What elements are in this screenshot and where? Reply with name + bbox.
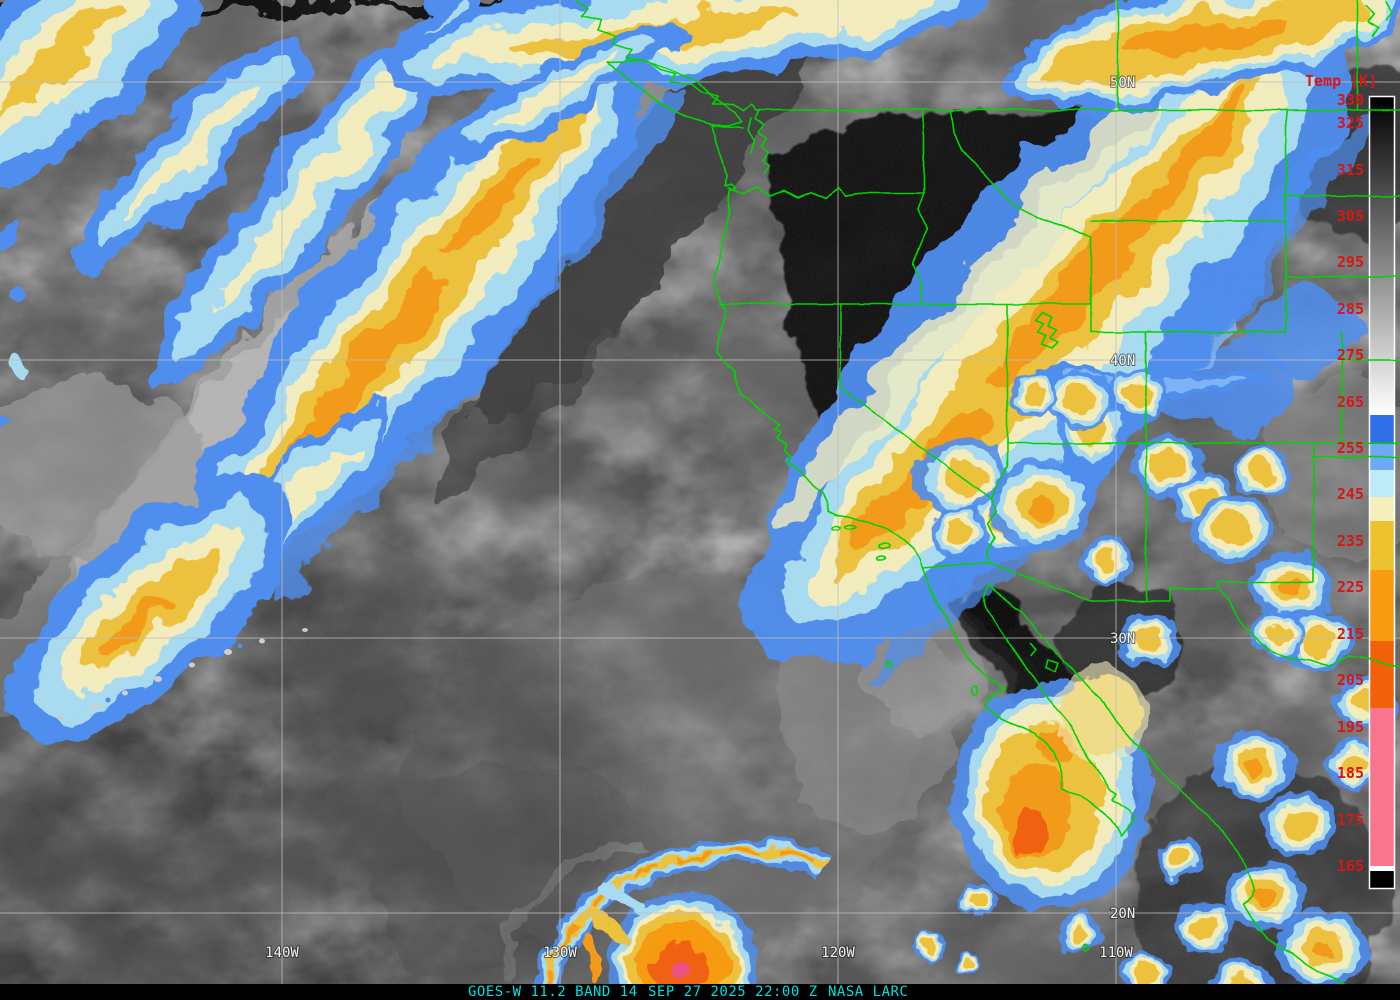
colorbar-band bbox=[1370, 708, 1394, 866]
colorbar-tick-label: 275 bbox=[1337, 346, 1364, 364]
islands bbox=[831, 524, 1090, 952]
temperature-colorbar bbox=[1368, 95, 1396, 890]
latlon-grid-labels: 50N 40N 30N 20N 140W 130W 120W 110W bbox=[264, 74, 1136, 962]
colorbar-frame bbox=[1368, 95, 1396, 890]
map-boundaries bbox=[575, 0, 1400, 984]
colorbar-tick-label: 185 bbox=[1337, 764, 1364, 782]
longitude-label: 130W bbox=[543, 945, 577, 961]
puget-sound-outline bbox=[711, 109, 771, 175]
colorbar-band bbox=[1370, 521, 1394, 570]
product-label: GOES-W 11.2 BAND 14 bbox=[468, 984, 638, 1000]
wa-or-border bbox=[727, 187, 925, 199]
nv-az-border bbox=[990, 442, 1008, 500]
latitude-label: 20N bbox=[1110, 906, 1135, 922]
longitude-label: 120W bbox=[821, 945, 855, 961]
colorbar-tick-labels: 330 325 315 305 295 285 275 265 255 245 235 225 215 2… bbox=[1337, 91, 1364, 875]
vancouver-island-outline bbox=[606, 60, 743, 127]
colorbar-tick-label: 330 bbox=[1337, 91, 1364, 109]
colorbar-tick-label: 315 bbox=[1337, 161, 1364, 179]
ca-nv-border bbox=[840, 303, 997, 563]
colorbar-tick-label: 285 bbox=[1337, 300, 1364, 318]
colorbar-tick-label: 305 bbox=[1337, 207, 1364, 225]
longitude-label: 140W bbox=[265, 945, 299, 961]
colorbar-tick-label: 205 bbox=[1337, 671, 1364, 689]
us-mexico-border bbox=[921, 561, 1400, 668]
caption-bar: GOES-W 11.2 BAND 14 SEP 27 2025 22:00 Z … bbox=[0, 984, 1400, 1000]
colorbar-tick-label: 175 bbox=[1337, 811, 1364, 829]
colorbar-band bbox=[1370, 641, 1394, 708]
latitude-label: 30N bbox=[1110, 631, 1135, 647]
colorbar-band bbox=[1370, 570, 1394, 641]
baja-mexico-coastline bbox=[921, 567, 1347, 984]
pacific-coastline bbox=[711, 124, 923, 569]
or-id-border bbox=[912, 192, 928, 305]
longitude-label: 110W bbox=[1099, 945, 1133, 961]
colorbar-tick-label: 325 bbox=[1337, 114, 1364, 132]
colorbar-tick-label: 255 bbox=[1337, 439, 1364, 457]
colorbar-band bbox=[1370, 97, 1394, 415]
temperature-scale-labels: Temp [K] 330 325 315 305 295 285 275 265 255 245 2… bbox=[1305, 72, 1377, 875]
id-mt-border bbox=[950, 109, 1092, 238]
colorbar-band bbox=[1370, 866, 1394, 871]
colorbar-band bbox=[1370, 497, 1394, 521]
colorbar-tick-label: 245 bbox=[1337, 485, 1364, 503]
colorbar-tick-label: 295 bbox=[1337, 253, 1364, 271]
colorbar-tick-label: 215 bbox=[1337, 625, 1364, 643]
canada-lakes bbox=[1365, 1, 1393, 37]
colorbar-tick-label: 225 bbox=[1337, 578, 1364, 596]
colorbar-bands bbox=[1370, 97, 1394, 888]
colorbar-tick-label: 165 bbox=[1337, 857, 1364, 875]
colorbar-band bbox=[1370, 415, 1394, 444]
colorbar-tick-label: 265 bbox=[1337, 393, 1364, 411]
credit-label: NASA LARC bbox=[828, 984, 909, 1000]
great-salt-lake bbox=[1035, 312, 1059, 349]
latitude-label: 50N bbox=[1110, 75, 1135, 91]
colorbar-band bbox=[1370, 871, 1394, 888]
latitude-label: 40N bbox=[1110, 353, 1135, 369]
colorbar-tick-label: 235 bbox=[1337, 532, 1364, 550]
nm-tx-border bbox=[1217, 442, 1315, 590]
colorbar-tick-label: 195 bbox=[1337, 718, 1364, 736]
bc-coastline bbox=[575, 0, 758, 111]
datetime-label: SEP 27 2025 22:00 Z bbox=[648, 984, 818, 1000]
colorbar-band bbox=[1370, 470, 1394, 497]
colorbar-title: Temp [K] bbox=[1305, 72, 1377, 90]
